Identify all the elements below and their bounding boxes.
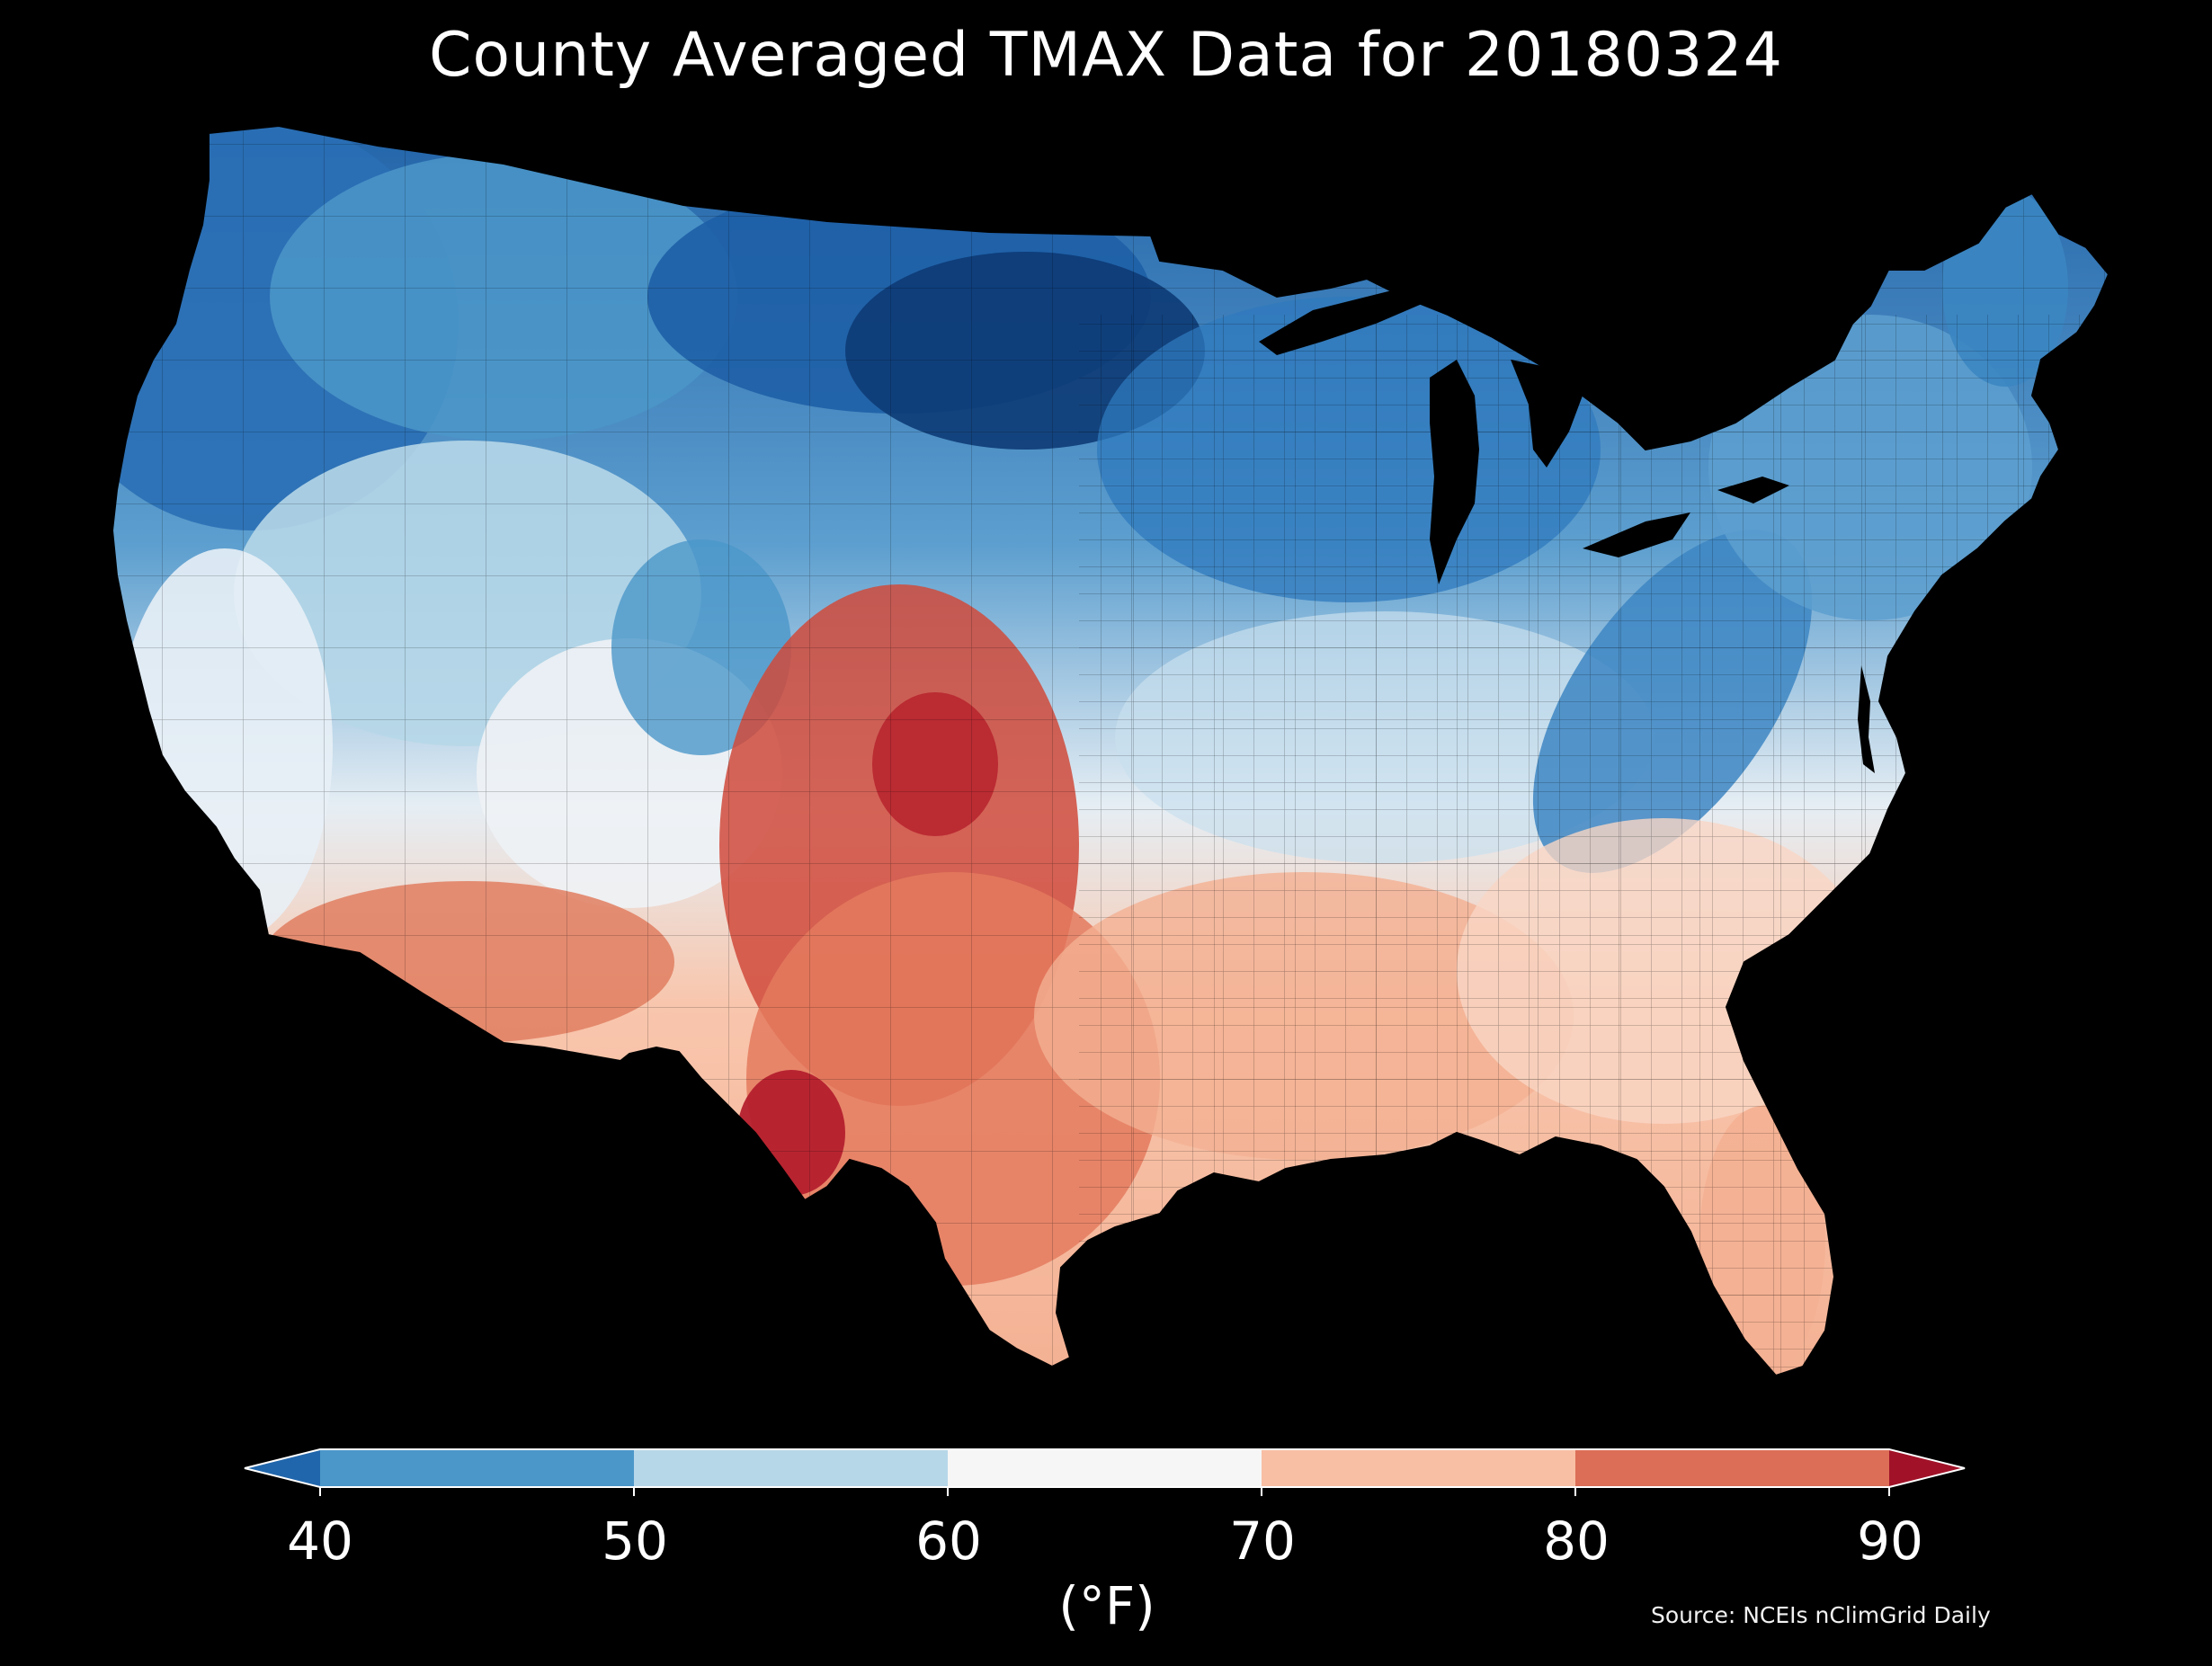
source-credit: Source: NCEIs nClimGrid Daily: [1651, 1602, 1991, 1628]
lake-ontario: [1717, 477, 1789, 503]
colorbar-tick-60: 60: [915, 1510, 982, 1572]
map-title: County Averaged TMAX Data for 20180324: [429, 20, 1783, 91]
lake-huron: [1511, 360, 1583, 468]
chesapeake-bay: [1858, 665, 1875, 773]
colorbar-bin-70-80: [1262, 1449, 1575, 1487]
colorbar-unit-label: (°F): [1058, 1575, 1155, 1636]
colorbar-bin-80-90: [1575, 1449, 1889, 1487]
colorbar-bin-50-60: [634, 1449, 948, 1487]
colorbar-tick-70: 70: [1229, 1510, 1296, 1572]
colorbar-tick-50: 50: [602, 1510, 668, 1572]
colorbar-tick-40: 40: [287, 1510, 353, 1572]
lake-erie: [1583, 512, 1690, 557]
lake-superior: [1259, 288, 1439, 355]
us-county-map: [111, 124, 2110, 1377]
colorbar-bin-40-50: [320, 1449, 634, 1487]
colorbar-extend-low: [245, 1449, 320, 1487]
colorbar-tick-80: 80: [1543, 1510, 1610, 1572]
colorbar-tick-90: 90: [1857, 1510, 1923, 1572]
colorbar-extend-high: [1889, 1449, 1965, 1487]
colorbar-bin-60-70: [948, 1449, 1262, 1487]
lake-michigan: [1430, 360, 1479, 584]
